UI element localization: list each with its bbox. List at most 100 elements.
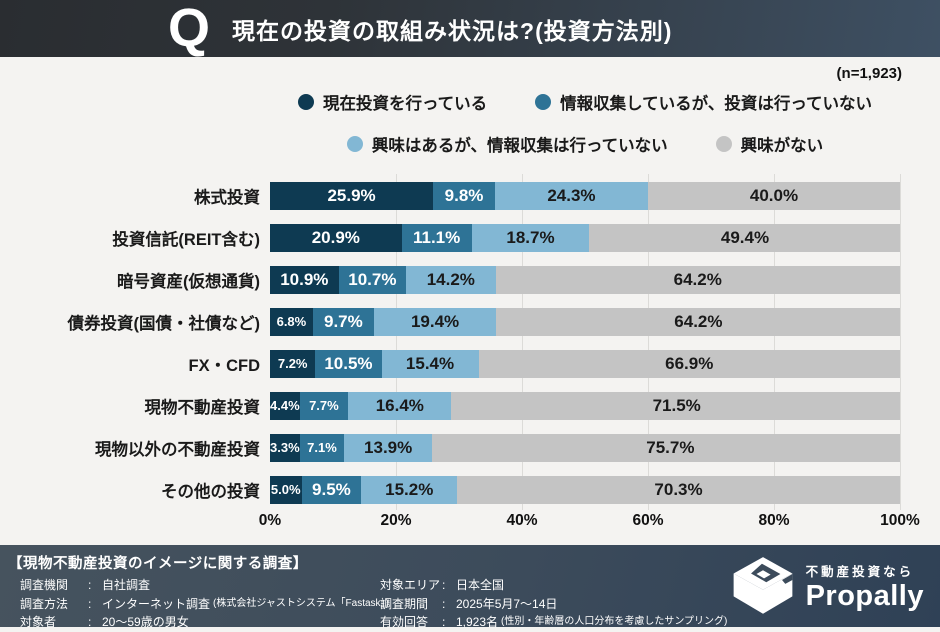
category-label: 投資信託(REIT含む) (112, 231, 260, 249)
bar-row-3: 債券投資(国債・社債など) 6.8% 9.7% 19.4% 64.2% (8, 308, 900, 336)
footer-bar: 【現物不動産投資のイメージに関する調査】 調査機関: 自社調査 調査方法: インターネ… (0, 545, 940, 629)
category-label: 債券投資(国債・社債など) (67, 315, 261, 333)
footer-info-label: 調査方法 (20, 596, 69, 611)
bar-value-label: 75.7% (646, 438, 695, 457)
stacked-bar: 7.2% 10.5% 15.4% 66.9% (270, 350, 900, 378)
legend-row-1: 興味はあるが、情報収集は行っていない 興味がない (346, 132, 824, 156)
gridlines (270, 174, 901, 510)
bar-segment: 49.4% (589, 224, 900, 252)
bar-value-label: 64.2% (673, 270, 722, 289)
x-axis-tick: 0% (258, 512, 282, 529)
x-axis-tick: 40% (506, 512, 538, 529)
bar-segment: 15.2% (361, 476, 458, 504)
footer-survey-title: 【現物不動産投資のイメージに関する調査】 (8, 556, 308, 572)
page-title: 現在の投資の取組み状況は?(投資方法別) (232, 17, 673, 44)
footer-info-note: (性別・年齢層の人口分布を考慮したサンプリング) (501, 616, 728, 627)
bar-segment: 6.8% (270, 308, 313, 336)
bar-value-label: 10.5% (324, 354, 373, 373)
bar-segment: 66.9% (478, 350, 900, 378)
bar-row-6: 現物以外の不動産投資 3.3% 7.1% 13.9% 75.7% (8, 434, 900, 462)
bar-value-label: 5.0% (270, 482, 301, 497)
bar-value-label: 16.4% (375, 396, 424, 415)
footer-info-row: 対象エリア: 日本全国 (380, 576, 727, 595)
bar-value-label: 71.5% (652, 396, 701, 415)
grid-line-40 (522, 174, 523, 510)
stacked-bar: 6.8% 9.7% 19.4% 64.2% (270, 308, 900, 336)
category-label: 暗号資産(仮想通貨) (117, 273, 260, 291)
bar-segment: 9.5% (301, 476, 362, 504)
bar-value-label: 4.4% (270, 398, 300, 413)
bar-value-label: 3.3% (270, 440, 300, 455)
bar-value-label: 18.7% (506, 228, 555, 247)
legend-dot-icon (535, 94, 552, 110)
legend-item: 現在投資を行っている (297, 90, 488, 114)
footer-info-row: 調査機関: 自社調査 (20, 576, 378, 595)
bar-segment: 10.7% (338, 266, 407, 294)
bar-value-label: 24.3% (547, 186, 596, 205)
bar-value-label: 7.1% (307, 440, 337, 455)
bar-value-label: 14.2% (426, 270, 475, 289)
footer-info-note: (株式会社ジャストシステム「Fastask」) (213, 597, 389, 609)
bar-segment: 10.9% (270, 266, 339, 294)
legend-item: 情報収集しているが、投資は行っていない (535, 90, 872, 114)
footer-info-label: 有効回答 (380, 615, 429, 629)
bar-segment: 19.4% (373, 308, 497, 336)
footer-info-label: 対象エリア (380, 578, 441, 592)
bar-segment: 4.4% (270, 392, 300, 420)
footer-info-label: 調査機関 (20, 578, 69, 592)
bar-segment: 18.7% (471, 224, 590, 252)
bar-segment: 7.1% (299, 434, 345, 462)
bar-value-label: 19.4% (410, 312, 460, 331)
bar-segment: 64.2% (496, 308, 900, 336)
category-label: 現物不動産投資 (144, 399, 261, 417)
stacked-bar: 25.9% 9.8% 24.3% 40.0% (270, 182, 900, 210)
bar-segment: 5.0% (270, 476, 302, 504)
bar-value-label: 13.9% (364, 438, 413, 457)
sample-size-label: (n=1,923) (836, 65, 902, 82)
bar-segment: 9.8% (433, 182, 495, 210)
bar-value-label: 7.2% (277, 356, 308, 371)
footer-survey-mid: 対象エリア: 日本全国 調査期間:2025年5月7〜14日 有効回答:1,923名 (性… (380, 552, 727, 629)
footer-info-colon: : (442, 578, 446, 592)
propally-logo: 不動産投資なら Propally (730, 552, 926, 620)
footer-info-colon: : (88, 596, 92, 611)
stacked-bar: 5.0% 9.5% 15.2% 70.3% (270, 476, 900, 504)
bar-segment: 3.3% (270, 434, 300, 462)
bar-value-label: 10.9% (280, 270, 329, 289)
legend-row-0: 現在投資を行っている 情報収集しているが、投資は行っていない (297, 90, 872, 114)
footer-info-colon: : (442, 596, 446, 611)
x-axis-tick: 60% (632, 512, 664, 529)
bar-value-label: 40.0% (749, 186, 799, 205)
bar-segment: 7.2% (270, 350, 316, 378)
footer-info-colon: : (88, 578, 92, 592)
legend-label: 興味がない (740, 137, 824, 155)
bar-value-label: 9.7% (324, 312, 363, 331)
propally-box-icon (733, 557, 792, 614)
legend-label: 現在投資を行っている (322, 95, 488, 113)
footer-info-row: 調査期間:2025年5月7〜14日 (380, 595, 727, 614)
x-axis-tick: 100% (880, 512, 920, 529)
footer-survey-left: 【現物不動産投資のイメージに関する調査】 調査機関: 自社調査 調査方法: インターネ… (8, 552, 389, 629)
bar-segment: 9.7% (312, 308, 374, 336)
footer-info-value: インターネット調査 (102, 596, 211, 611)
stacked-bar-chart: 株式投資 25.9% 9.8% 24.3% 40.0% 投資信託(REIT含む) 20.9%… (8, 174, 901, 510)
footer-info-label: 調査期間 (380, 596, 429, 611)
bar-value-label: 49.4% (720, 228, 770, 247)
legend-label: 情報収集しているが、投資は行っていない (560, 95, 873, 113)
bar-row-1: 投資信託(REIT含む) 20.9% 11.1% 18.7% 49.4% (8, 224, 900, 252)
bar-value-label: 9.5% (312, 480, 351, 499)
bar-row-7: その他の投資 5.0% 9.5% 15.2% 70.3% (8, 476, 900, 504)
bar-value-label: 66.9% (665, 354, 714, 373)
grid-line-20 (396, 174, 397, 510)
bar-value-label: 7.7% (309, 398, 339, 413)
legend-dot-icon (715, 136, 732, 152)
bar-segment: 14.2% (406, 266, 496, 294)
grid-line-80 (774, 174, 775, 510)
x-axis-tick: 80% (758, 512, 790, 529)
footer-info-row: 有効回答:1,923名 (性別・年齢層の人口分布を考慮したサンプリング) (380, 613, 727, 632)
stacked-bar: 10.9% 10.7% 14.2% 64.2% (270, 266, 900, 294)
bar-segment: 10.5% (315, 350, 382, 378)
bar-row-0: 株式投資 25.9% 9.8% 24.3% 40.0% (8, 182, 900, 210)
bar-segment: 75.7% (431, 434, 900, 462)
bar-segment: 16.4% (348, 392, 452, 420)
